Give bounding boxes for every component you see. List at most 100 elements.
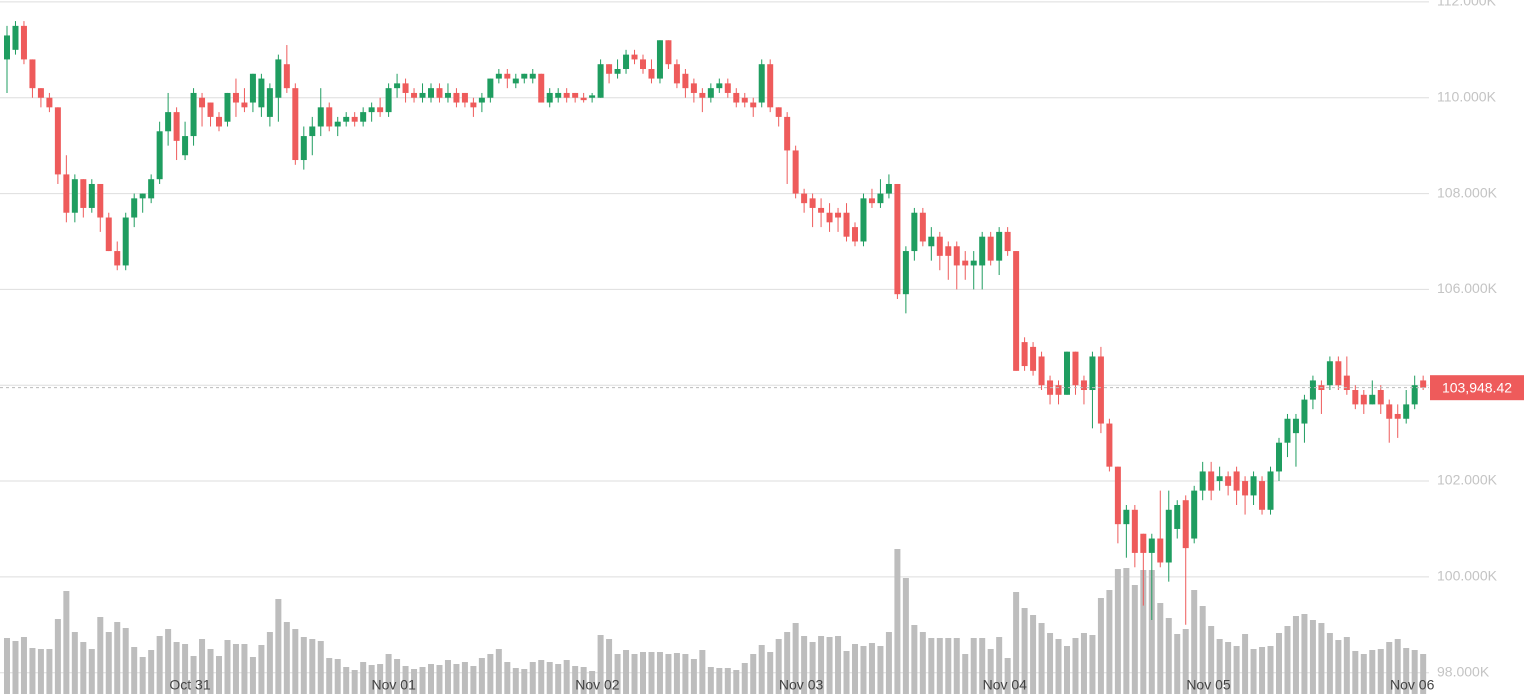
volume-bar: [1165, 618, 1172, 694]
y-tick-label: 110.000K: [1437, 88, 1497, 104]
candle-body: [1420, 380, 1427, 388]
candle-body: [758, 64, 765, 103]
candle-body: [945, 246, 952, 256]
candle-body: [1360, 394, 1367, 405]
volume-bar: [1080, 633, 1087, 694]
volume-bar: [792, 623, 799, 694]
candle-body: [80, 179, 87, 208]
volume-bar: [148, 650, 155, 694]
volume-bar: [275, 599, 282, 694]
candle-body: [580, 97, 587, 101]
candle-body: [792, 150, 799, 194]
y-tick-label: 100.000K: [1437, 568, 1498, 584]
candle-body: [707, 88, 714, 98]
volume-bar: [555, 664, 562, 694]
candle-body: [826, 212, 833, 223]
volume-bar: [20, 637, 27, 694]
candle-body: [699, 92, 706, 98]
y-tick-label: 112.000K: [1437, 0, 1497, 9]
volume-bar: [258, 645, 265, 694]
volume-bar: [241, 644, 248, 694]
volume-bar: [597, 635, 604, 694]
candle-body: [1377, 390, 1384, 405]
candle-body: [368, 107, 375, 113]
volume-bar: [1021, 608, 1028, 694]
volume-bar: [580, 667, 587, 694]
candle-body: [1250, 476, 1257, 496]
volume-bar: [97, 617, 104, 694]
volume-bar: [724, 668, 731, 694]
volume-bar: [436, 665, 443, 694]
candle-body: [436, 88, 443, 98]
candle-body: [266, 88, 273, 117]
candle-body: [784, 116, 791, 151]
volume-bar: [818, 636, 825, 694]
volume-bar: [1089, 635, 1096, 694]
volume-bar: [1123, 568, 1130, 694]
candle-body: [928, 236, 935, 247]
volume-bar: [1360, 654, 1367, 694]
volume-bar: [563, 660, 570, 694]
candle-body: [1013, 251, 1020, 371]
candle-body: [1106, 423, 1113, 467]
candle-body: [656, 40, 663, 79]
candle-body: [258, 78, 265, 108]
candle-body: [529, 73, 536, 79]
candle-body: [555, 92, 562, 98]
candle-body: [105, 217, 112, 252]
candle-body: [868, 198, 875, 204]
candle-body: [996, 231, 1003, 261]
candle-body: [1148, 538, 1155, 553]
volume-bar: [741, 663, 748, 694]
volume-bar: [334, 659, 341, 694]
volume-bar: [1064, 646, 1070, 694]
volume-bar: [283, 622, 290, 694]
candle-body: [741, 97, 748, 103]
candle-body: [682, 73, 689, 89]
candle-body: [818, 207, 825, 213]
candle-body: [631, 54, 638, 60]
candle-body: [835, 212, 842, 218]
volume-bar: [1030, 615, 1037, 694]
volume-bar: [589, 671, 596, 694]
volume-bar: [640, 652, 646, 694]
volume-bar: [775, 639, 782, 694]
candle-body: [1267, 471, 1274, 510]
volume-bar: [809, 642, 816, 694]
volume-bar: [351, 670, 358, 694]
volume-bar: [266, 632, 273, 694]
volume-bar: [1131, 585, 1138, 694]
candle-body: [538, 73, 545, 103]
volume-bar: [716, 668, 723, 694]
candle-body: [1411, 385, 1418, 405]
volume-bar: [1267, 646, 1274, 694]
candle-body: [71, 179, 78, 213]
volume-bar: [835, 636, 842, 694]
candle-body: [1225, 476, 1232, 486]
volume-bar: [953, 638, 960, 694]
volume-bar: [216, 656, 222, 694]
candle-body: [114, 251, 121, 266]
volume-bar: [538, 660, 545, 694]
volume-bar: [1106, 590, 1113, 694]
candle-body: [4, 35, 10, 60]
volume-bar: [1242, 634, 1249, 694]
volume-bar: [428, 664, 434, 694]
volume-bar: [182, 644, 189, 694]
candle-body: [139, 193, 146, 199]
volume-bar: [919, 632, 926, 694]
volume-bar: [1038, 623, 1045, 694]
volume-bar: [623, 650, 630, 694]
candle-body: [207, 102, 214, 117]
volume-bar: [419, 667, 426, 694]
candle-body: [1276, 442, 1282, 472]
candle-body: [182, 136, 189, 156]
x-tick-label: Nov 01: [372, 677, 417, 693]
volume-bar: [1148, 570, 1155, 694]
volume-bar: [970, 638, 977, 694]
volume-bar: [784, 632, 791, 694]
volume-bar: [1276, 633, 1282, 694]
candle-body: [88, 183, 95, 208]
volume-bar: [962, 654, 969, 694]
candle-body: [12, 25, 19, 50]
